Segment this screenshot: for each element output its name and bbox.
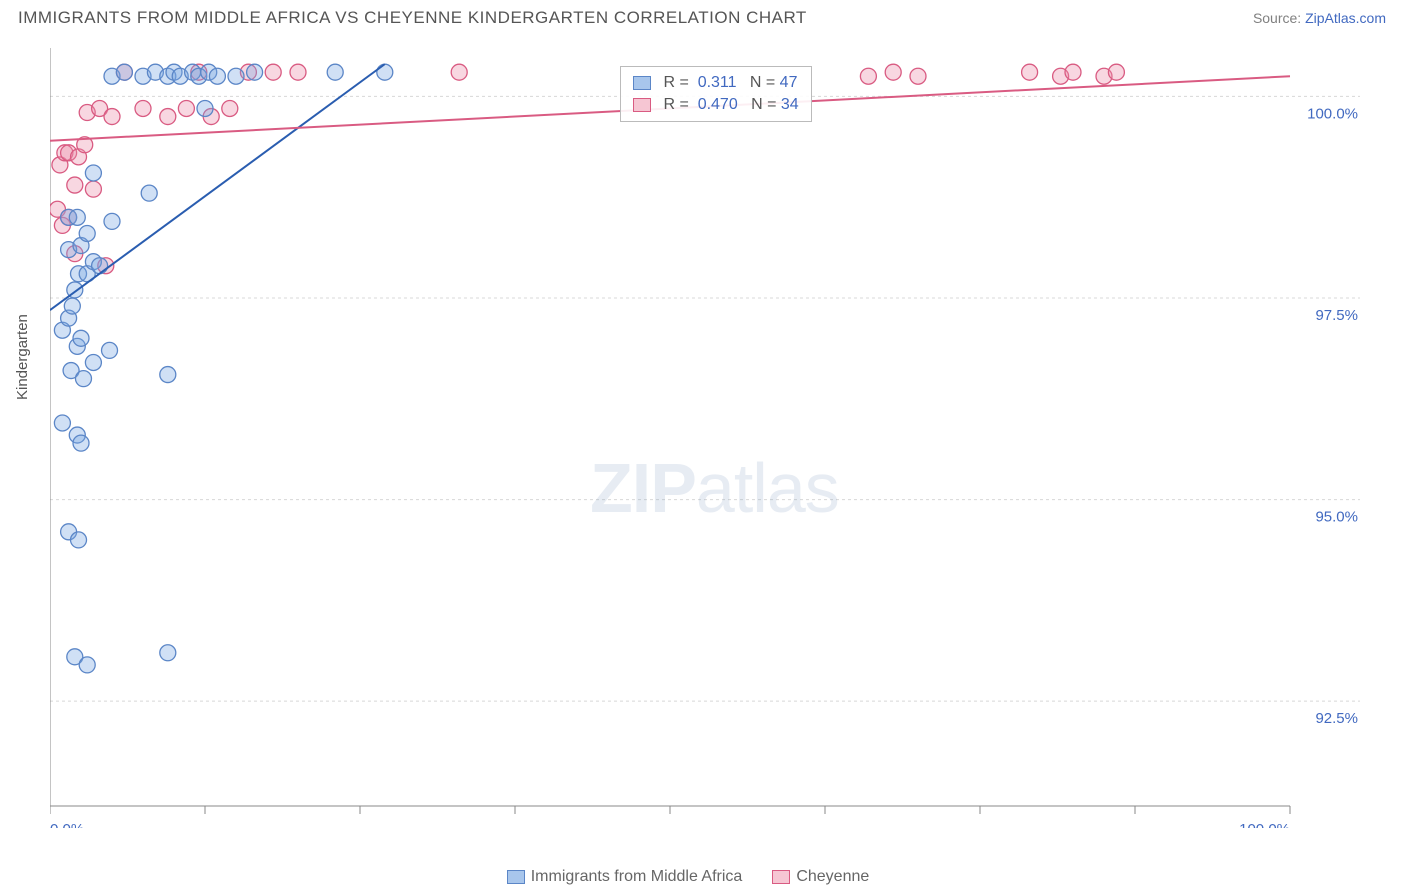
legend-label: Cheyenne xyxy=(796,868,869,885)
legend-row: R = 0.311 N = 47 xyxy=(633,72,799,94)
legend-row: R = 0.470 N = 34 xyxy=(633,94,799,116)
y-axis-label: Kindergarten xyxy=(14,314,31,400)
chart-svg: 92.5% 95.0% 97.5% 100.0% 0.0% 100.0% xyxy=(50,48,1370,828)
correlation-legend: R = 0.311 N = 47 R = 0.470 N = 34 xyxy=(620,66,812,122)
source-attribution: Source: ZipAtlas.com xyxy=(1253,10,1386,26)
svg-text:92.5%: 92.5% xyxy=(1315,710,1358,727)
svg-text:100.0%: 100.0% xyxy=(1239,821,1290,828)
svg-text:100.0%: 100.0% xyxy=(1307,105,1358,122)
legend-swatch xyxy=(507,870,525,884)
svg-text:95.0%: 95.0% xyxy=(1315,509,1358,526)
svg-text:0.0%: 0.0% xyxy=(50,821,84,828)
chart-title: IMMIGRANTS FROM MIDDLE AFRICA VS CHEYENN… xyxy=(18,8,807,28)
source-link[interactable]: ZipAtlas.com xyxy=(1305,10,1386,26)
legend-swatch xyxy=(772,870,790,884)
source-label: Source: xyxy=(1253,10,1305,26)
series-legend: Immigrants from Middle Africa Cheyenne xyxy=(0,868,1406,886)
legend-label: Immigrants from Middle Africa xyxy=(531,868,743,885)
svg-text:97.5%: 97.5% xyxy=(1315,307,1358,324)
plot-area: 92.5%95.0%97.5%100.0%0.0%100.0% ZIPatlas… xyxy=(50,48,1370,828)
